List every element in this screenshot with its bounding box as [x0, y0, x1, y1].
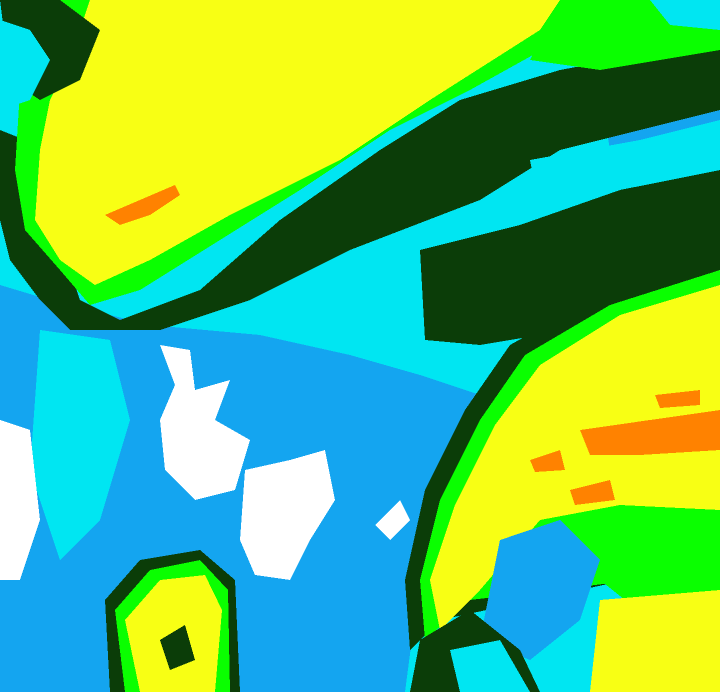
region-cyan-topright — [650, 0, 720, 30]
region-darkgreen-band — [420, 170, 720, 345]
region-cyan-bottom — [450, 640, 530, 692]
cloud-white-4 — [0, 420, 40, 580]
cloud-white-3 — [375, 500, 410, 540]
region-darkgreen-upper — [0, 40, 720, 330]
region-cyan-inband — [530, 120, 720, 210]
region-cyan-inner — [30, 330, 130, 560]
patch-orange-right-3 — [655, 390, 700, 408]
patch-orange-right-2 — [570, 480, 615, 505]
cloud-white-2 — [240, 450, 335, 580]
patch-orange-right-1 — [580, 410, 720, 455]
region-yellow-upper — [35, 0, 560, 285]
region-yellow-bottomright — [590, 590, 720, 692]
patch-orange-upper — [105, 185, 180, 225]
region-cyan-topleft — [0, 20, 50, 110]
cloud-white-1 — [160, 345, 250, 500]
patch-orange-right-4 — [530, 450, 565, 472]
region-darkspot-bottomleft — [160, 625, 195, 670]
region-mixed-bottomright — [480, 520, 600, 660]
